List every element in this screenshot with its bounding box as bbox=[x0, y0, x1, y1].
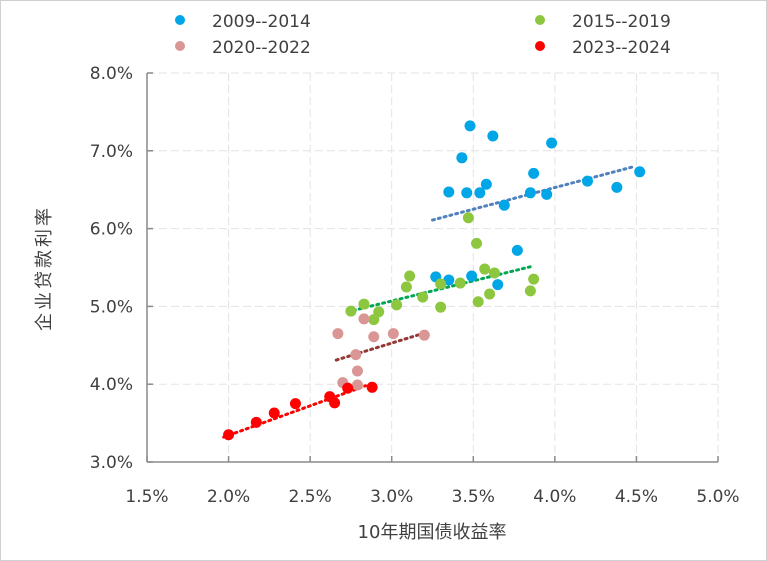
data-point-series-1 bbox=[524, 285, 536, 297]
data-point-series-0 bbox=[443, 186, 455, 198]
data-point-series-1 bbox=[404, 270, 416, 282]
data-point-series-1 bbox=[368, 314, 380, 326]
x-tick-label: 1.5% bbox=[125, 487, 168, 507]
data-point-series-1 bbox=[417, 291, 429, 303]
data-point-series-1 bbox=[345, 305, 357, 317]
y-tick-label: 5.0% bbox=[90, 297, 133, 317]
legend-marker bbox=[535, 15, 545, 25]
legend-marker bbox=[535, 41, 545, 51]
data-point-series-0 bbox=[546, 137, 558, 149]
x-tick-label: 4.5% bbox=[615, 487, 658, 507]
legend-marker bbox=[175, 41, 185, 51]
data-point-series-3 bbox=[268, 407, 280, 419]
data-point-series-2 bbox=[332, 328, 344, 340]
data-point-series-0 bbox=[498, 199, 510, 211]
data-point-series-0 bbox=[456, 152, 468, 164]
data-point-series-1 bbox=[462, 212, 474, 224]
data-point-series-2 bbox=[350, 349, 362, 361]
gridlines bbox=[147, 72, 719, 462]
legend-label: 2009--2014 bbox=[212, 12, 311, 32]
data-point-series-0 bbox=[581, 175, 593, 187]
trend-lines bbox=[222, 164, 637, 439]
y-tick-label: 4.0% bbox=[90, 375, 133, 395]
data-point-series-0 bbox=[541, 188, 553, 200]
data-point-series-1 bbox=[479, 263, 491, 275]
data-point-series-1 bbox=[358, 298, 370, 310]
data-point-series-3 bbox=[342, 382, 354, 394]
legend: 2009--2014 2015--2019 2020--2022 2023--2024 bbox=[175, 12, 671, 58]
x-axis-title: 10年期国债收益率 bbox=[358, 522, 507, 543]
x-tick-label: 4.0% bbox=[533, 487, 576, 507]
data-point-series-0 bbox=[487, 130, 499, 142]
data-point-series-1 bbox=[435, 301, 447, 313]
legend-label: 2015--2019 bbox=[572, 12, 671, 32]
data-point-series-2 bbox=[387, 328, 399, 340]
data-point-series-0 bbox=[461, 187, 473, 199]
data-point-series-1 bbox=[435, 278, 447, 290]
data-point-series-0 bbox=[443, 274, 455, 286]
legend-item: 2023--2024 bbox=[535, 38, 671, 58]
data-point-series-0 bbox=[492, 279, 504, 291]
legend-item: 2009--2014 bbox=[175, 12, 311, 32]
data-point-series-2 bbox=[418, 329, 430, 341]
data-point-series-2 bbox=[351, 365, 363, 377]
legend-label: 2023--2024 bbox=[572, 38, 671, 58]
data-point-series-3 bbox=[223, 429, 235, 441]
x-tick-label: 2.5% bbox=[289, 487, 332, 507]
data-point-series-2 bbox=[358, 313, 370, 325]
data-point-series-0 bbox=[528, 167, 540, 179]
data-point-series-3 bbox=[289, 398, 301, 410]
legend-item: 2015--2019 bbox=[535, 12, 671, 32]
data-point-series-1 bbox=[484, 288, 496, 300]
y-tick-label: 3.0% bbox=[90, 453, 133, 473]
data-point-series-0 bbox=[480, 178, 492, 190]
legend-marker bbox=[175, 15, 185, 25]
x-tick-label: 5.0% bbox=[696, 487, 739, 507]
data-point-series-0 bbox=[524, 187, 536, 199]
y-tick-label: 8.0% bbox=[90, 64, 133, 84]
data-point-series-3 bbox=[366, 381, 378, 393]
legend-item: 2020--2022 bbox=[175, 38, 311, 58]
x-tick-label: 3.0% bbox=[370, 487, 413, 507]
data-point-series-2 bbox=[368, 331, 380, 343]
data-point-series-2 bbox=[351, 379, 363, 391]
data-point-series-0 bbox=[634, 166, 646, 178]
data-point-series-3 bbox=[250, 416, 262, 428]
trend-line-3 bbox=[222, 384, 368, 439]
data-point-series-1 bbox=[472, 296, 484, 308]
data-point-series-1 bbox=[391, 299, 403, 311]
trend-line-2 bbox=[334, 330, 430, 362]
data-point-series-1 bbox=[471, 237, 483, 249]
x-tick-label: 3.5% bbox=[452, 487, 495, 507]
data-points bbox=[223, 120, 646, 441]
data-point-series-3 bbox=[329, 397, 341, 409]
axes: 3.0% 4.0% 5.0% 6.0% 7.0% 8.0% 1.5% 2.0% 2.5% 3.0%… bbox=[90, 64, 740, 507]
data-point-series-0 bbox=[611, 181, 623, 193]
data-point-series-0 bbox=[466, 270, 478, 282]
data-point-series-1 bbox=[454, 277, 466, 289]
data-point-series-0 bbox=[464, 120, 476, 132]
data-point-series-1 bbox=[400, 281, 412, 293]
data-point-series-1 bbox=[488, 267, 500, 279]
x-tick-label: 2.0% bbox=[207, 487, 250, 507]
data-point-series-0 bbox=[474, 187, 486, 199]
y-tick-label: 6.0% bbox=[90, 220, 133, 240]
data-point-series-0 bbox=[511, 244, 523, 256]
y-axis-title: 企业贷款利率 bbox=[34, 205, 55, 331]
data-point-series-1 bbox=[528, 273, 540, 285]
y-tick-label: 7.0% bbox=[90, 142, 133, 162]
legend-label: 2020--2022 bbox=[212, 38, 311, 58]
